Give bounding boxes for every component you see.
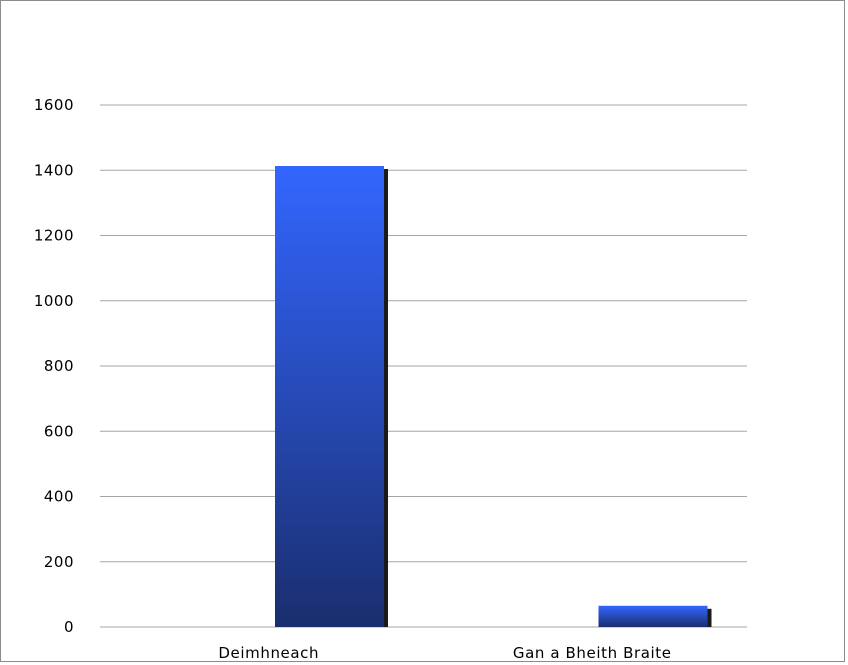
bar-deimhneach [275, 166, 384, 628]
y-tick-label: 1400 [34, 161, 74, 179]
y-axis-ticks: 0 200 400 600 800 1000 1200 1400 1600 [34, 96, 74, 636]
y-tick-label: 600 [44, 422, 74, 440]
x-category-label: Deimhneach [218, 644, 319, 662]
gridlines [100, 104, 747, 628]
y-tick-label: 200 [44, 553, 74, 571]
x-axis-categories: Deimhneach Gan a Bheith Braite [218, 644, 671, 662]
y-tick-label: 0 [64, 618, 74, 636]
y-tick-label: 1000 [34, 292, 74, 310]
y-tick-label: 1600 [34, 96, 74, 114]
bar-gan-a-bheith-braite [598, 605, 708, 627]
y-tick-label: 1200 [34, 227, 74, 245]
bars [275, 166, 712, 628]
y-tick-label: 400 [44, 488, 74, 506]
y-tick-label: 800 [44, 357, 74, 375]
x-category-label: Gan a Bheith Braite [513, 644, 672, 662]
